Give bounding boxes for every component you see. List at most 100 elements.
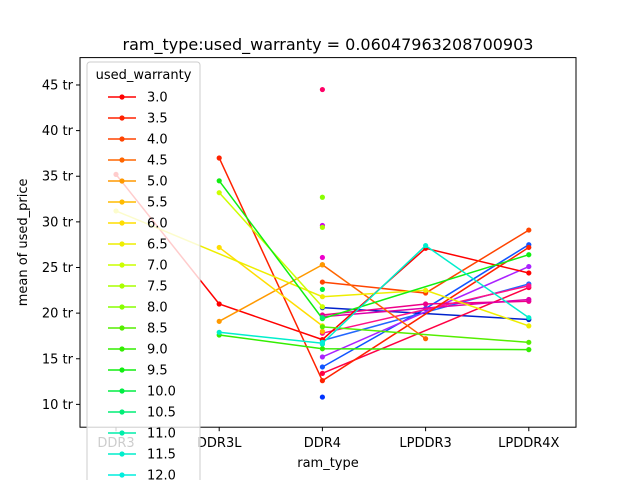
- legend-entry: 8.0: [108, 301, 168, 316]
- legend-label: 3.5: [147, 112, 168, 127]
- data-point: [216, 318, 222, 324]
- legend-marker: [119, 157, 125, 163]
- legend-marker: [119, 388, 125, 394]
- data-point: [319, 394, 325, 400]
- legend-marker: [119, 94, 125, 100]
- legend-entry: 8.5: [108, 322, 168, 337]
- legend-label: 4.0: [147, 133, 168, 148]
- data-point: [216, 244, 222, 251]
- series-9.0: [216, 332, 532, 353]
- x-axis-label: ram_type: [297, 456, 359, 471]
- data-point: [319, 254, 325, 261]
- data-point: [319, 324, 325, 330]
- legend-marker: [119, 451, 125, 457]
- series-10.0: [319, 286, 325, 292]
- legend-label: 12.0: [147, 469, 176, 480]
- legend-marker: [119, 430, 125, 436]
- legend-label: 10.5: [147, 406, 176, 421]
- legend-marker: [119, 136, 125, 142]
- legend-marker: [119, 220, 125, 226]
- legend-label: 7.0: [147, 259, 168, 274]
- legend-marker: [119, 283, 125, 289]
- x-tick-label: DDR3L: [197, 436, 242, 451]
- series-5.5: [319, 328, 325, 334]
- legend-entry: 12.0: [108, 469, 176, 480]
- data-point: [216, 329, 222, 335]
- data-point: [319, 315, 325, 321]
- series-line: [322, 326, 529, 344]
- series-line: [321, 264, 427, 340]
- y-tick-label: 30 tr: [42, 215, 74, 230]
- legend-label: 6.0: [147, 217, 168, 232]
- x-tick-label: DDR4: [304, 436, 341, 451]
- data-point: [319, 339, 325, 345]
- legend-entry: 5.0: [108, 175, 168, 190]
- data-point: [319, 262, 325, 268]
- series-7.5: [319, 224, 325, 230]
- legend-label: 10.0: [147, 385, 176, 400]
- legend-marker: [119, 115, 125, 121]
- data-point: [423, 242, 429, 249]
- data-point: [319, 328, 325, 334]
- series-extra-6: [319, 254, 325, 261]
- data-point: [526, 339, 532, 345]
- legend-box: [86, 61, 201, 480]
- data-point: [526, 263, 532, 270]
- legend-label: 8.0: [147, 301, 168, 316]
- legend-label: 6.5: [147, 238, 168, 253]
- data-point: [319, 370, 325, 376]
- legend-marker: [119, 262, 125, 268]
- x-tick-label: LPDDR4X: [498, 436, 559, 451]
- data-point: [319, 194, 325, 200]
- legend-entry: 4.5: [108, 154, 168, 169]
- data-point: [216, 155, 222, 161]
- y-axis-label: mean of used_price: [16, 179, 31, 307]
- data-point: [526, 315, 532, 321]
- y-tick-label: 20 tr: [42, 307, 74, 322]
- series-line: [219, 244, 530, 345]
- data-point: [216, 178, 222, 184]
- series-layer: [113, 86, 532, 400]
- data-point: [319, 279, 325, 285]
- y-tick-label: 35 tr: [42, 170, 74, 185]
- legend-marker: [119, 472, 125, 478]
- data-point: [526, 323, 532, 329]
- data-point: [319, 346, 325, 352]
- legend-entry: 9.5: [108, 364, 168, 379]
- legend-label: 9.0: [147, 343, 168, 358]
- series-12.0: [319, 339, 325, 345]
- data-point: [526, 252, 532, 258]
- data-point: [423, 287, 429, 293]
- legend-label: 11.5: [147, 448, 176, 463]
- legend-entry: 10.5: [108, 406, 176, 421]
- legend-label: 8.5: [147, 322, 168, 337]
- legend-entry: 7.0: [108, 259, 168, 274]
- data-point: [319, 286, 325, 292]
- legend-entry: 10.0: [108, 385, 176, 400]
- data-point: [319, 86, 325, 93]
- data-point: [319, 294, 325, 300]
- y-tick-label: 10 tr: [42, 398, 74, 413]
- legend-title: used_warranty: [96, 68, 192, 83]
- legend-marker: [119, 304, 125, 310]
- legend-marker: [119, 199, 125, 205]
- legend-label: 7.5: [147, 280, 168, 295]
- y-tick-label: 45 tr: [42, 78, 74, 93]
- legend-marker: [119, 346, 125, 352]
- legend-entry: 6.0: [108, 217, 168, 232]
- plot-frame: [79, 57, 577, 428]
- legend-label: 3.0: [147, 91, 168, 106]
- legend-entry: 11.5: [108, 448, 176, 463]
- data-point: [526, 283, 532, 289]
- legend-entry: 6.5: [108, 238, 168, 253]
- data-point: [526, 347, 532, 353]
- series-10.5: [319, 315, 325, 321]
- series-8.0: [319, 194, 325, 200]
- chart-title: ram_type:used_warranty = 0.0604796320870…: [123, 35, 534, 55]
- legend-label: 4.5: [147, 154, 168, 169]
- data-point: [526, 296, 532, 303]
- legend-label: 11.0: [147, 427, 176, 442]
- legend-entry: 11.0: [108, 427, 176, 442]
- data-point: [526, 244, 532, 251]
